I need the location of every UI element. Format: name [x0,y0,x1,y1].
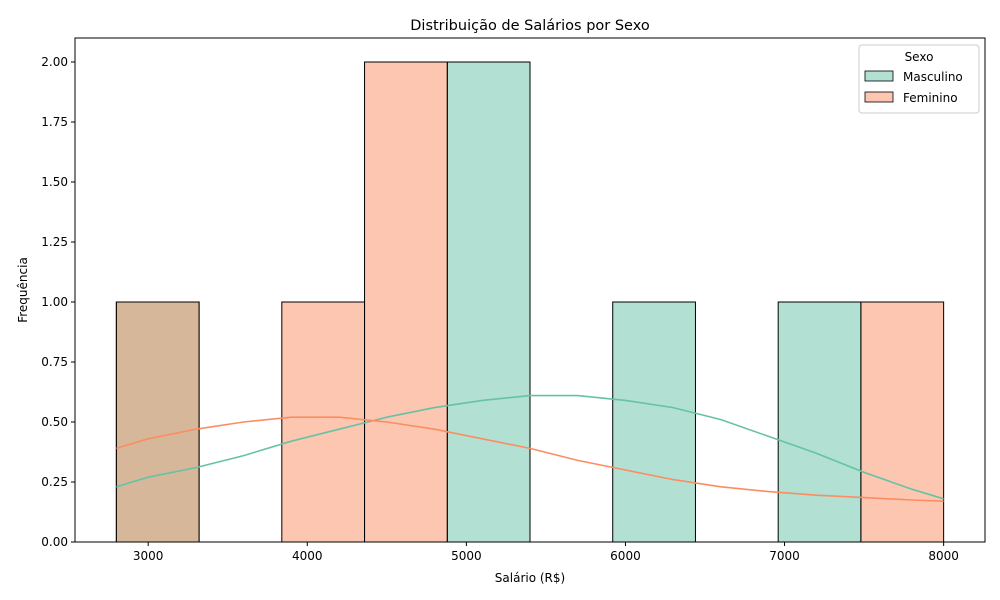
y-axis-label: Frequência [16,257,30,323]
y-tick-label: 0.75 [41,355,68,369]
legend-title: Sexo [905,50,934,64]
bar-masculino-bin-8 [777,301,862,543]
y-tick-label: 2.00 [41,55,68,69]
y-tick-label: 1.50 [41,175,68,189]
x-tick-label: 3000 [133,549,164,563]
x-axis-label: Salário (R$) [495,571,565,585]
y-tick-label: 1.75 [41,115,68,129]
plot-frame [74,37,986,543]
x-tick-label: 6000 [610,549,641,563]
bar-feminino-bin-2 [281,301,366,543]
x-tick-label: 7000 [769,549,800,563]
legend-swatch-feminino [864,91,894,103]
bar-feminino-bin-9 [860,301,945,543]
y-tick-label: 0.25 [41,475,68,489]
y-tick-label: 0.50 [41,415,68,429]
y-tick-label: 0.00 [41,535,68,549]
legend-label-masculino: Masculino [903,70,963,84]
bar-feminino-bin-0 [115,301,200,543]
kde-line-masculino [116,394,944,500]
legend-swatch-masculino [864,70,894,82]
y-tick-label: 1.25 [41,235,68,249]
x-tick-label: 5000 [451,549,482,563]
bar-masculino-bin-6 [612,301,696,543]
x-tick-label: 8000 [928,549,959,563]
chart-title: Distribuição de Salários por Sexo [410,18,650,34]
legend: Sexo Masculino Feminino [858,44,980,114]
x-tick-label: 4000 [292,549,323,563]
bar-masculino-bin-4 [446,61,531,543]
y-tick-label: 1.00 [41,295,68,309]
kde-line-feminino [116,416,944,502]
bar-feminino-bin-3 [364,61,448,543]
legend-label-feminino: Feminino [903,91,958,105]
